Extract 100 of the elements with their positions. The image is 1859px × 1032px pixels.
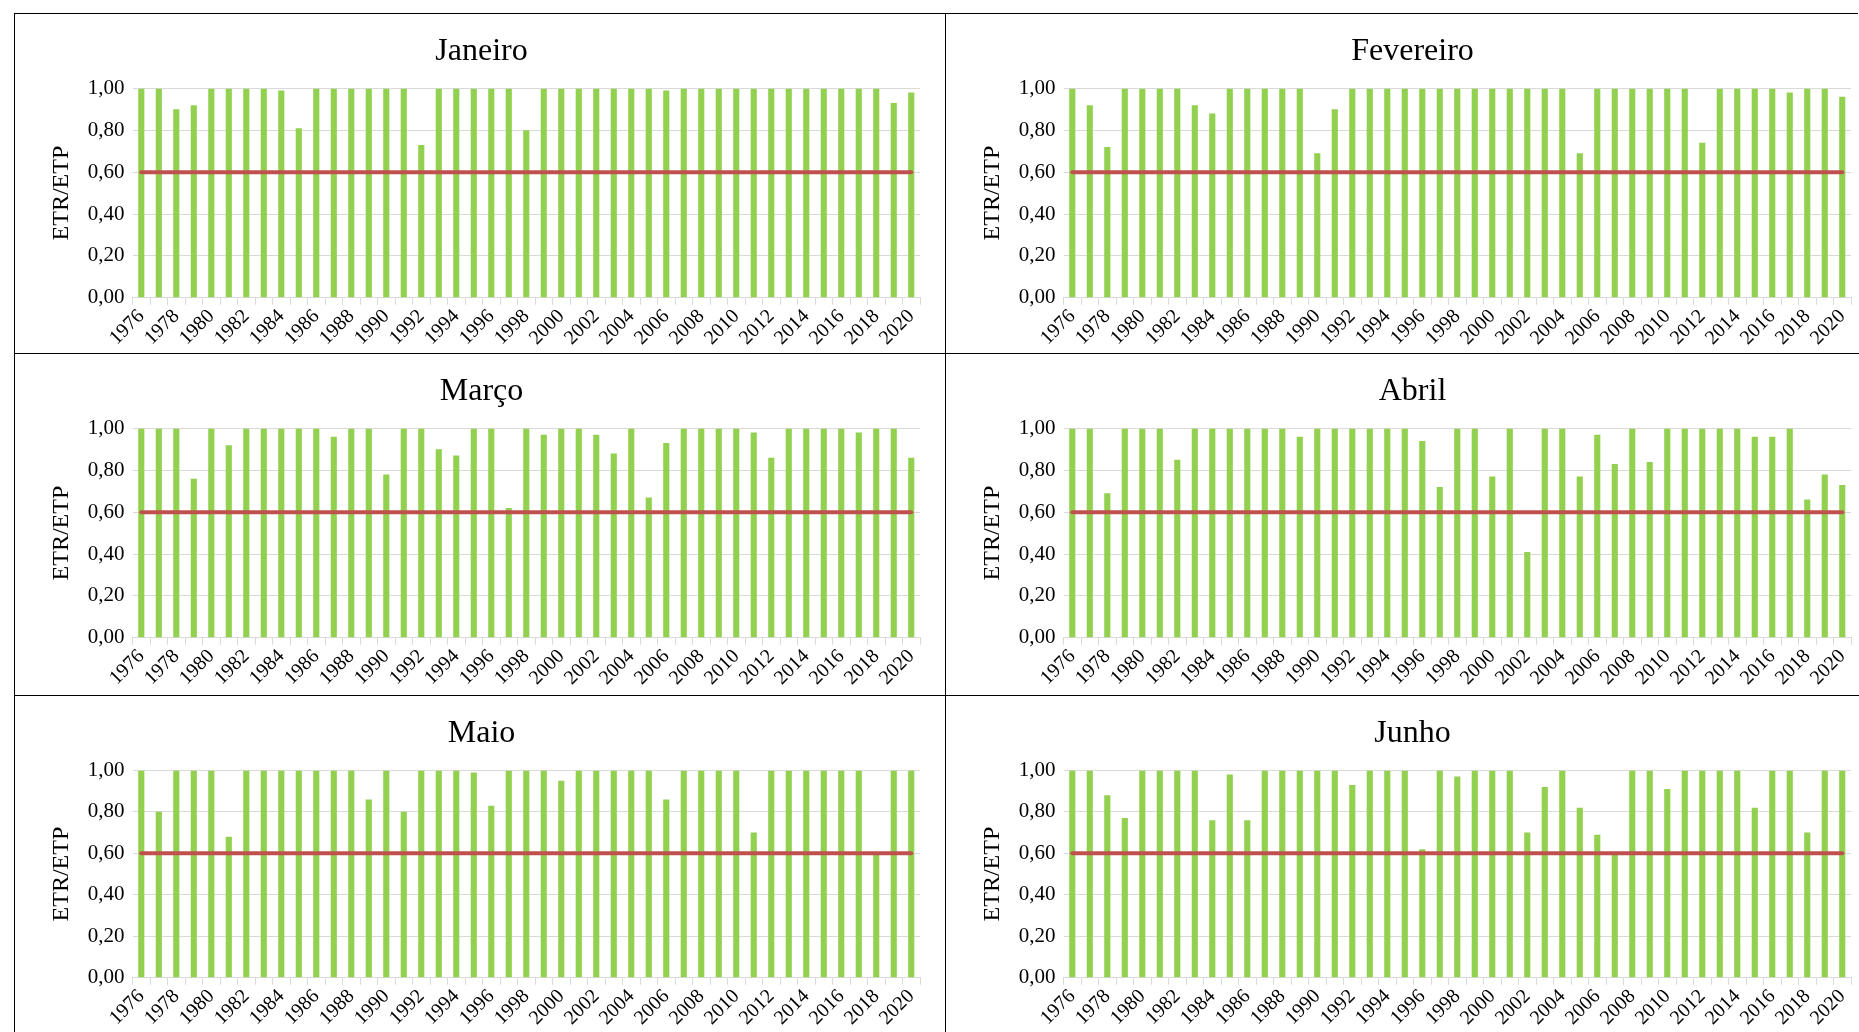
bar bbox=[890, 428, 897, 638]
bar bbox=[1734, 428, 1741, 638]
bar bbox=[768, 88, 775, 298]
bar bbox=[1786, 92, 1793, 298]
bar bbox=[1314, 428, 1321, 638]
bar bbox=[278, 90, 285, 298]
bar bbox=[1174, 770, 1181, 978]
bar bbox=[1576, 153, 1583, 298]
bar bbox=[1296, 770, 1303, 978]
bar bbox=[453, 455, 460, 638]
bar bbox=[1541, 428, 1548, 638]
bar bbox=[383, 474, 390, 638]
bar bbox=[173, 428, 180, 638]
bar bbox=[908, 457, 915, 638]
bar bbox=[768, 457, 775, 638]
y-tick-label: 0,60 bbox=[87, 498, 125, 523]
y-tick-label: 0,20 bbox=[1018, 242, 1056, 267]
bar bbox=[260, 88, 267, 298]
bar bbox=[750, 832, 757, 978]
bar bbox=[313, 88, 320, 298]
bar bbox=[1384, 88, 1391, 298]
bar bbox=[1576, 807, 1583, 978]
bar bbox=[1384, 428, 1391, 638]
bar bbox=[1559, 770, 1566, 978]
bar bbox=[1436, 770, 1443, 978]
bar bbox=[1419, 88, 1426, 298]
chart-title: Junho bbox=[1374, 712, 1451, 749]
bar bbox=[488, 88, 495, 298]
bar bbox=[1209, 113, 1216, 298]
bar bbox=[1681, 428, 1688, 638]
y-tick-label: 0,80 bbox=[87, 116, 125, 141]
bar bbox=[418, 144, 425, 298]
chart-title: Abril bbox=[1378, 370, 1447, 407]
bar bbox=[488, 805, 495, 978]
bar bbox=[1331, 109, 1338, 298]
bar bbox=[715, 770, 722, 978]
bar bbox=[295, 428, 302, 638]
bar bbox=[1839, 96, 1846, 298]
bar bbox=[1121, 88, 1128, 298]
bar bbox=[698, 88, 705, 298]
bar bbox=[1366, 428, 1373, 638]
bar bbox=[1401, 770, 1408, 978]
y-tick-label: 0,60 bbox=[1018, 839, 1056, 864]
bar bbox=[243, 88, 250, 298]
y-axis-title: ETR/ETP bbox=[46, 485, 73, 581]
bar bbox=[575, 428, 582, 638]
bar bbox=[1769, 436, 1776, 638]
bar bbox=[190, 770, 197, 978]
bar bbox=[1699, 770, 1706, 978]
bar bbox=[225, 836, 232, 978]
y-tick-label: 0,80 bbox=[87, 798, 125, 823]
bar bbox=[505, 770, 512, 978]
bar bbox=[1174, 88, 1181, 298]
bar bbox=[1436, 487, 1443, 638]
bar bbox=[1139, 88, 1146, 298]
y-tick-label: 0,80 bbox=[1018, 798, 1056, 823]
bar bbox=[1209, 428, 1216, 638]
bar bbox=[733, 770, 740, 978]
bar bbox=[155, 428, 162, 638]
bar bbox=[1769, 770, 1776, 978]
bar bbox=[873, 428, 880, 638]
bar bbox=[1681, 770, 1688, 978]
y-tick-label: 0,60 bbox=[87, 839, 125, 864]
bar bbox=[190, 478, 197, 638]
bar bbox=[820, 428, 827, 638]
bar bbox=[1454, 88, 1461, 298]
bar bbox=[1716, 88, 1723, 298]
bar bbox=[138, 428, 145, 638]
bar bbox=[1401, 88, 1408, 298]
bar bbox=[575, 770, 582, 978]
bar bbox=[1191, 428, 1198, 638]
bar bbox=[1699, 142, 1706, 298]
bar bbox=[1594, 88, 1601, 298]
bar bbox=[803, 770, 810, 978]
y-tick-label: 0,40 bbox=[87, 540, 125, 565]
bar bbox=[1786, 770, 1793, 978]
bar bbox=[1314, 770, 1321, 978]
bar bbox=[768, 770, 775, 978]
bar bbox=[173, 109, 180, 298]
bar bbox=[645, 88, 652, 298]
bar bbox=[383, 88, 390, 298]
y-tick-label: 1,00 bbox=[87, 74, 125, 99]
bar bbox=[1751, 807, 1758, 978]
bar bbox=[435, 88, 442, 298]
bar bbox=[1349, 88, 1356, 298]
bar bbox=[1261, 770, 1268, 978]
y-tick-label: 0,00 bbox=[87, 284, 125, 309]
y-tick-label: 1,00 bbox=[87, 414, 125, 439]
bar bbox=[1261, 88, 1268, 298]
y-tick-label: 0,80 bbox=[87, 456, 125, 481]
bar bbox=[470, 88, 477, 298]
bar bbox=[278, 428, 285, 638]
bar bbox=[1121, 818, 1128, 978]
bar bbox=[1629, 770, 1636, 978]
bar bbox=[260, 428, 267, 638]
y-tick-label: 0,00 bbox=[1018, 964, 1056, 989]
bar bbox=[1489, 770, 1496, 978]
bar bbox=[1716, 428, 1723, 638]
bar bbox=[505, 507, 512, 638]
y-tick-label: 0,20 bbox=[87, 582, 125, 607]
